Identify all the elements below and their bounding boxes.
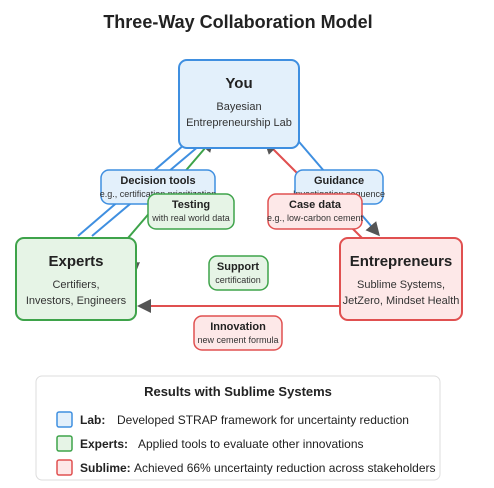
node-experts-line2: Investors, Engineers bbox=[26, 295, 127, 307]
legend-title: Results with Sublime Systems bbox=[144, 384, 332, 399]
node-you-line2: Entrepreneurship Lab bbox=[186, 117, 292, 129]
label-innovation: Innovation new cement formula bbox=[193, 315, 283, 351]
label-testing-sub: with real world data bbox=[151, 213, 230, 223]
node-experts-line1: Certifiers, bbox=[52, 279, 99, 291]
diagram-title: Three-Way Collaboration Model bbox=[103, 12, 372, 32]
legend-item-experts: Experts: Applied tools to evaluate other… bbox=[56, 435, 364, 452]
node-entrepreneurs-line2: JetZero, Mindset Health bbox=[343, 295, 460, 307]
results-legend: Results with Sublime Systems Lab: Develo… bbox=[35, 375, 441, 481]
legend-item-experts-label: Experts: bbox=[80, 437, 128, 451]
node-you-title: You bbox=[225, 75, 252, 92]
node-experts-title: Experts bbox=[48, 253, 103, 270]
node-entrepreneurs-line1: Sublime Systems, bbox=[357, 279, 445, 291]
legend-item-lab-label: Lab: bbox=[80, 413, 105, 427]
label-innovation-title: Innovation bbox=[210, 321, 266, 333]
label-guidance-title: Guidance bbox=[314, 175, 364, 187]
label-support: Support certification bbox=[208, 255, 269, 291]
node-entrepreneurs-title: Entrepreneurs bbox=[350, 253, 453, 270]
legend-swatch-red bbox=[56, 459, 73, 476]
label-case-data-sub: e.g., low-carbon cement bbox=[267, 213, 364, 223]
legend-swatch-green bbox=[56, 435, 73, 452]
label-case-data: Case data e.g., low-carbon cement bbox=[267, 193, 364, 230]
legend-item-sublime-label: Sublime: bbox=[80, 461, 131, 475]
label-testing: Testing with real world data bbox=[147, 193, 235, 230]
label-support-sub: certification bbox=[215, 275, 261, 285]
legend-item-lab: Lab: Developed STRAP framework for uncer… bbox=[56, 411, 409, 428]
legend-item-experts-text: Applied tools to evaluate other innovati… bbox=[138, 437, 364, 451]
node-you: You Bayesian Entrepreneurship Lab bbox=[178, 59, 300, 149]
legend-item-sublime: Sublime: Achieved 66% uncertainty reduct… bbox=[56, 459, 436, 476]
legend-swatch-blue bbox=[56, 411, 73, 428]
label-case-data-title: Case data bbox=[289, 199, 342, 211]
node-entrepreneurs: Entrepreneurs Sublime Systems, JetZero, … bbox=[339, 237, 463, 321]
node-you-line1: Bayesian bbox=[216, 101, 261, 113]
legend-item-lab-text: Developed STRAP framework for uncertaint… bbox=[117, 413, 409, 427]
legend-item-sublime-text: Achieved 66% uncertainty reduction acros… bbox=[134, 461, 436, 475]
node-experts: Experts Certifiers, Investors, Engineers bbox=[15, 237, 137, 321]
label-testing-title: Testing bbox=[172, 199, 210, 211]
label-innovation-sub: new cement formula bbox=[197, 335, 278, 345]
label-support-title: Support bbox=[217, 261, 259, 273]
label-decision-tools-title: Decision tools bbox=[120, 175, 195, 187]
